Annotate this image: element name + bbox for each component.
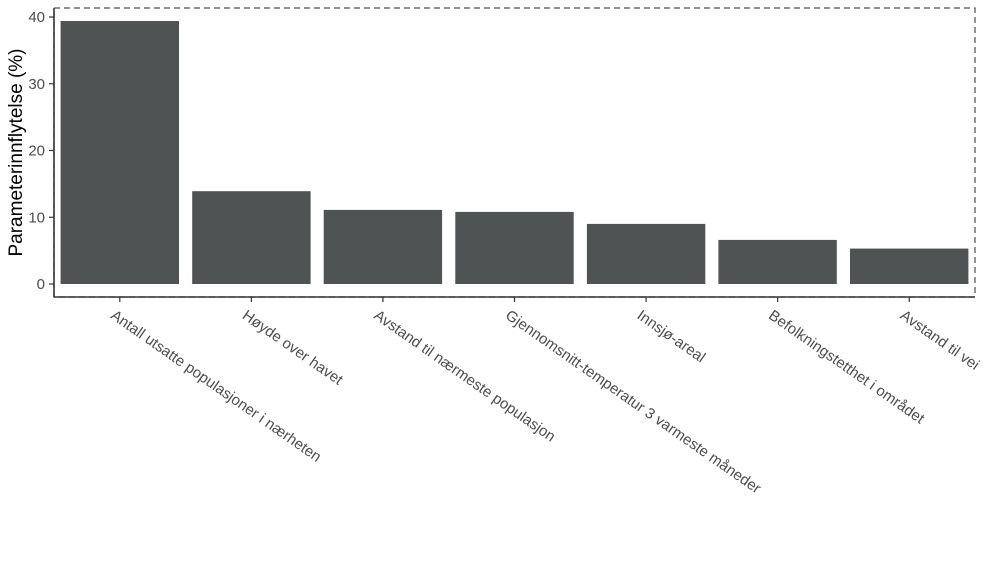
y-tick-label: 20 — [28, 143, 45, 160]
bar-4 — [455, 211, 574, 284]
y-axis-ticks: 0 10 20 30 40 — [28, 9, 54, 293]
bar-6 — [718, 239, 837, 284]
bar-7 — [850, 248, 969, 284]
bar-5 — [586, 223, 706, 284]
y-tick-label: 30 — [28, 76, 45, 93]
bar-1 — [60, 21, 179, 284]
bars — [60, 21, 969, 284]
bar-2 — [192, 191, 311, 284]
bar-3 — [323, 209, 443, 284]
y-tick-label: 0 — [37, 276, 45, 293]
y-axis-title: Parameterinnflytelse (%) — [6, 48, 27, 256]
y-tick-label: 10 — [28, 209, 45, 226]
y-tick-label: 40 — [28, 9, 45, 26]
